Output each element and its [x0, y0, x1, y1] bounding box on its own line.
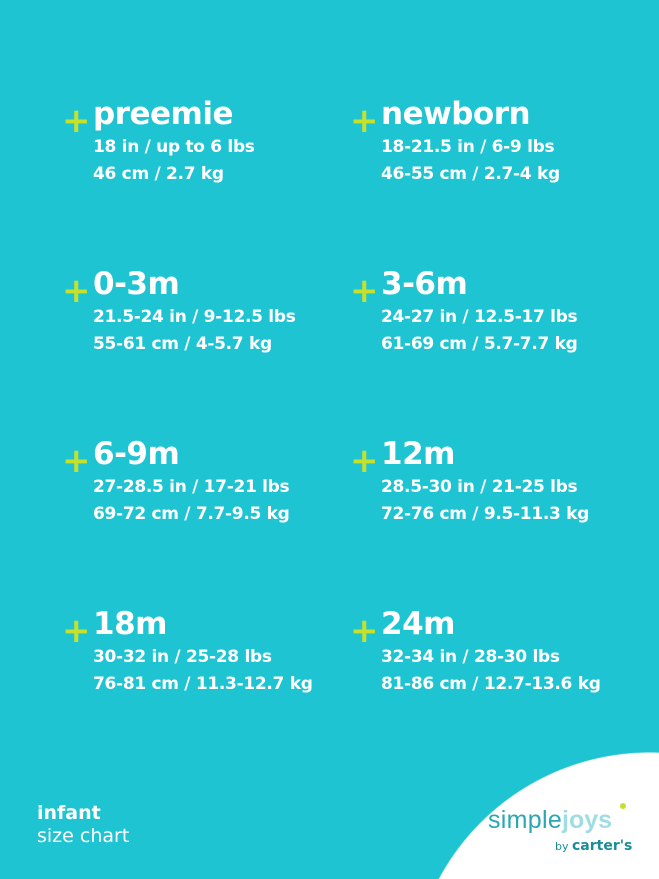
plus-icon: +: [62, 101, 91, 141]
logo-joys: joys: [562, 806, 613, 834]
plus-icon: +: [62, 611, 91, 651]
size-name: 6-9m: [93, 436, 180, 472]
plus-icon: +: [350, 611, 379, 651]
size-imperial: 24-27 in / 12.5-17 lbs: [381, 307, 578, 327]
logo-simple: simple: [488, 806, 563, 834]
size-metric: 76-81 cm / 11.3-12.7 kg: [93, 674, 313, 694]
logo-by-carters: by carter's: [555, 838, 632, 854]
size-name: 0-3m: [93, 266, 180, 302]
chart-label: infant size chart: [37, 802, 129, 848]
plus-icon: +: [62, 441, 91, 481]
size-name: 3-6m: [381, 266, 468, 302]
size-metric: 46-55 cm / 2.7-4 kg: [381, 164, 560, 184]
size-metric: 61-69 cm / 5.7-7.7 kg: [381, 334, 578, 354]
plus-icon: +: [350, 101, 379, 141]
size-name: 18m: [93, 606, 167, 642]
plus-icon: +: [62, 271, 91, 311]
size-imperial: 21.5-24 in / 9-12.5 lbs: [93, 307, 296, 327]
size-imperial: 18 in / up to 6 lbs: [93, 137, 255, 157]
size-imperial: 28.5-30 in / 21-25 lbs: [381, 477, 578, 497]
size-imperial: 18-21.5 in / 6-9 lbs: [381, 137, 555, 157]
footer-infant: infant: [37, 802, 101, 824]
size-metric: 46 cm / 2.7 kg: [93, 164, 224, 184]
size-name: 24m: [381, 606, 455, 642]
plus-icon: +: [350, 441, 379, 481]
footer-size-chart: size chart: [37, 825, 130, 847]
size-metric: 72-76 cm / 9.5-11.3 kg: [381, 504, 590, 524]
size-metric: 55-61 cm / 4-5.7 kg: [93, 334, 272, 354]
simple-joys-logo: simplejoys by carter's: [488, 803, 638, 856]
size-name: 12m: [381, 436, 455, 472]
logo-dot-icon: [620, 803, 626, 809]
size-name: newborn: [381, 96, 531, 132]
logo-carters: carter's: [572, 838, 633, 854]
size-imperial: 27-28.5 in / 17-21 lbs: [93, 477, 290, 497]
plus-icon: +: [350, 271, 379, 311]
logo-by: by: [555, 840, 569, 853]
size-metric: 81-86 cm / 12.7-13.6 kg: [381, 674, 601, 694]
logo-circle: [410, 752, 659, 879]
size-imperial: 32-34 in / 28-30 lbs: [381, 647, 560, 667]
size-name: preemie: [93, 96, 233, 132]
size-metric: 69-72 cm / 7.7-9.5 kg: [93, 504, 290, 524]
size-imperial: 30-32 in / 25-28 lbs: [93, 647, 272, 667]
